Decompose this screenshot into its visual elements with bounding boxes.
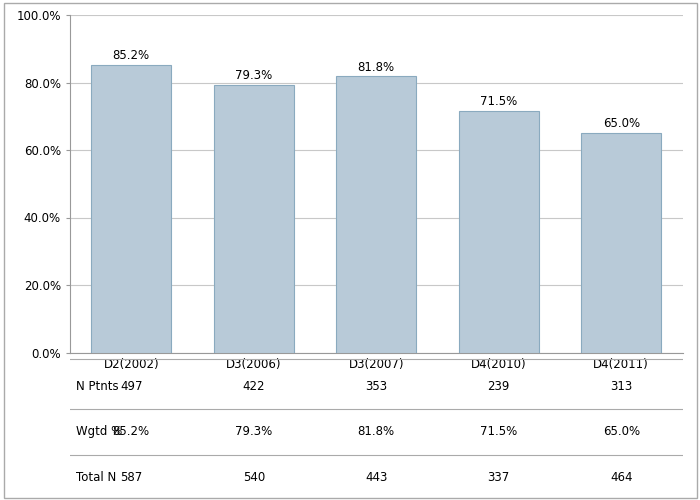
Text: 71.5%: 71.5% [480, 426, 517, 438]
Text: 443: 443 [365, 471, 387, 484]
Text: 464: 464 [610, 471, 633, 484]
Text: 85.2%: 85.2% [113, 50, 150, 62]
Text: 79.3%: 79.3% [235, 426, 272, 438]
Text: 239: 239 [488, 380, 510, 393]
Bar [337, 76, 416, 352]
Text: 337: 337 [488, 471, 510, 484]
Text: Total N: Total N [76, 471, 116, 484]
Text: 71.5%: 71.5% [480, 96, 517, 108]
Text: 85.2%: 85.2% [113, 426, 150, 438]
Text: 65.0%: 65.0% [603, 118, 640, 130]
Text: Wgtd %: Wgtd % [76, 426, 122, 438]
Text: 587: 587 [120, 471, 142, 484]
Bar [582, 133, 661, 352]
Bar [214, 85, 293, 352]
Text: 81.8%: 81.8% [358, 426, 395, 438]
Bar [459, 111, 538, 352]
Text: 81.8%: 81.8% [358, 60, 395, 74]
Text: 65.0%: 65.0% [603, 426, 640, 438]
Text: 313: 313 [610, 380, 632, 393]
Text: 353: 353 [365, 380, 387, 393]
Text: 422: 422 [242, 380, 265, 393]
Text: 497: 497 [120, 380, 143, 393]
Bar [92, 65, 171, 352]
Text: 79.3%: 79.3% [235, 69, 272, 82]
Text: N Ptnts: N Ptnts [76, 380, 119, 393]
Text: 540: 540 [243, 471, 265, 484]
